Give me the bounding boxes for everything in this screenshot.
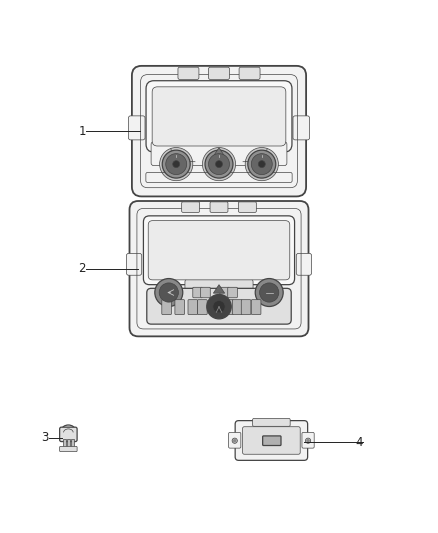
Bar <box>63 439 66 450</box>
FancyBboxPatch shape <box>143 216 295 285</box>
Bar <box>67 439 70 450</box>
FancyBboxPatch shape <box>60 427 77 441</box>
FancyBboxPatch shape <box>130 201 308 336</box>
FancyBboxPatch shape <box>162 300 171 314</box>
FancyBboxPatch shape <box>253 418 290 426</box>
Circle shape <box>233 439 236 442</box>
FancyBboxPatch shape <box>210 202 228 212</box>
FancyBboxPatch shape <box>182 202 200 212</box>
FancyBboxPatch shape <box>198 300 207 314</box>
FancyBboxPatch shape <box>193 287 202 298</box>
Circle shape <box>260 283 279 302</box>
FancyBboxPatch shape <box>238 202 256 212</box>
Circle shape <box>155 279 183 306</box>
FancyBboxPatch shape <box>132 66 306 197</box>
Circle shape <box>159 283 178 302</box>
FancyBboxPatch shape <box>146 80 292 152</box>
Polygon shape <box>213 285 225 293</box>
Circle shape <box>307 439 309 442</box>
Circle shape <box>205 150 233 178</box>
Text: 4: 4 <box>356 435 363 448</box>
Circle shape <box>255 279 283 306</box>
FancyBboxPatch shape <box>302 432 314 448</box>
Text: 2: 2 <box>78 262 86 275</box>
FancyBboxPatch shape <box>239 67 260 79</box>
Circle shape <box>202 148 236 181</box>
FancyBboxPatch shape <box>185 279 253 306</box>
Polygon shape <box>212 148 226 158</box>
Circle shape <box>166 154 187 175</box>
Circle shape <box>215 160 223 167</box>
Circle shape <box>173 160 180 167</box>
Circle shape <box>245 148 279 181</box>
Circle shape <box>258 160 265 167</box>
Circle shape <box>305 438 311 443</box>
FancyBboxPatch shape <box>188 300 198 314</box>
FancyBboxPatch shape <box>220 287 230 298</box>
Bar <box>71 439 74 450</box>
Text: 1: 1 <box>78 125 86 138</box>
FancyBboxPatch shape <box>148 221 290 280</box>
FancyBboxPatch shape <box>228 287 237 298</box>
FancyBboxPatch shape <box>175 300 184 314</box>
Circle shape <box>162 150 190 178</box>
FancyBboxPatch shape <box>201 287 210 298</box>
FancyBboxPatch shape <box>243 427 300 454</box>
FancyBboxPatch shape <box>151 142 287 166</box>
FancyBboxPatch shape <box>224 300 233 314</box>
FancyBboxPatch shape <box>251 300 261 314</box>
Circle shape <box>251 154 272 175</box>
FancyBboxPatch shape <box>293 116 310 140</box>
Ellipse shape <box>62 425 75 434</box>
Circle shape <box>248 150 276 178</box>
FancyBboxPatch shape <box>147 288 291 324</box>
Text: 3: 3 <box>41 431 49 444</box>
Circle shape <box>232 438 237 443</box>
FancyBboxPatch shape <box>241 300 251 314</box>
FancyBboxPatch shape <box>152 87 286 146</box>
FancyBboxPatch shape <box>60 446 77 451</box>
FancyBboxPatch shape <box>178 67 199 79</box>
Circle shape <box>208 154 230 175</box>
Circle shape <box>213 301 225 313</box>
FancyBboxPatch shape <box>128 116 145 140</box>
FancyBboxPatch shape <box>208 67 230 79</box>
Circle shape <box>159 148 193 181</box>
FancyBboxPatch shape <box>233 300 242 314</box>
FancyBboxPatch shape <box>127 253 142 275</box>
FancyBboxPatch shape <box>235 421 307 461</box>
FancyBboxPatch shape <box>263 436 281 446</box>
Circle shape <box>207 294 231 319</box>
FancyBboxPatch shape <box>296 253 311 275</box>
FancyBboxPatch shape <box>229 432 241 448</box>
